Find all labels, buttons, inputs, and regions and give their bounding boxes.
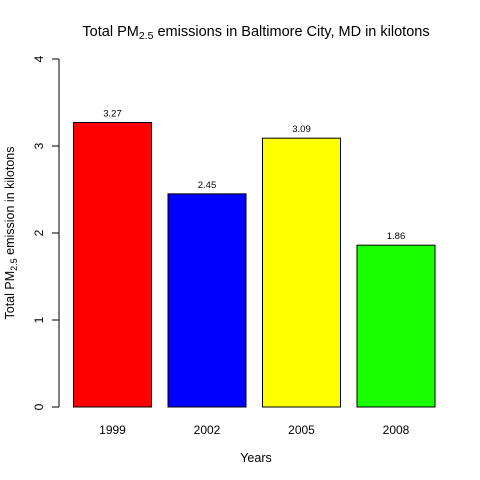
x-axis-label: Years bbox=[240, 451, 272, 465]
bar-2005 bbox=[262, 137, 341, 408]
y-tick-label: 0 bbox=[32, 403, 46, 410]
y-axis-label-subscript: 2.5 bbox=[9, 258, 19, 271]
y-tick-label: 2 bbox=[32, 229, 46, 236]
y-tick-label: 3 bbox=[32, 142, 46, 149]
y-axis-label-prefix: Total PM bbox=[3, 271, 17, 320]
x-tick-label-2002: 2002 bbox=[194, 423, 221, 437]
x-tick-label-2008: 2008 bbox=[383, 423, 410, 437]
y-tick-label: 4 bbox=[32, 55, 46, 62]
y-axis: 0 1 2 3 4 bbox=[32, 55, 60, 410]
x-tick-label-1999: 1999 bbox=[99, 423, 126, 437]
bars: 3.27 1999 2.45 2002 3.09 2005 1.86 2008 bbox=[73, 109, 436, 437]
chart-title-subscript: 2.5 bbox=[139, 30, 154, 42]
y-axis-label: Total PM2.5 emission in kilotons bbox=[3, 146, 19, 319]
chart-title-suffix: emissions in Baltimore City, MD in kilot… bbox=[153, 24, 429, 40]
data-label-2005: 3.09 bbox=[292, 124, 311, 135]
bar-1999 bbox=[73, 122, 152, 408]
x-tick-label-2005: 2005 bbox=[288, 423, 315, 437]
y-axis-label-suffix: emission in kilotons bbox=[3, 146, 17, 258]
chart-title: Total PM2.5 emissions in Baltimore City,… bbox=[82, 24, 429, 42]
y-tick-label: 1 bbox=[32, 316, 46, 323]
bar-2002 bbox=[167, 193, 247, 408]
data-label-2002: 2.45 bbox=[198, 180, 217, 191]
data-label-2008: 1.86 bbox=[387, 231, 406, 242]
bar-2008 bbox=[356, 244, 436, 408]
data-label-1999: 3.27 bbox=[103, 109, 122, 120]
chart-title-prefix: Total PM bbox=[82, 24, 138, 40]
